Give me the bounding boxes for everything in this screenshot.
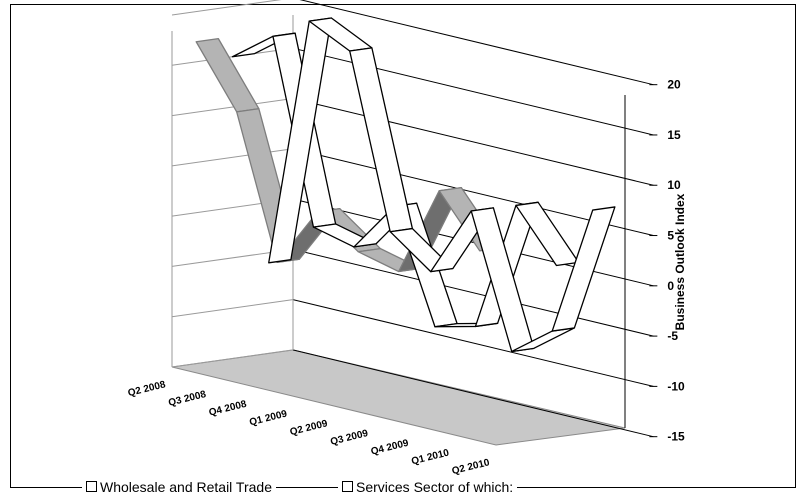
legend-label-services: Services Sector of which: xyxy=(356,479,514,495)
gridline xyxy=(292,299,654,387)
legend-item-services: Services Sector of which: xyxy=(338,478,518,496)
y-tick-label: -15 xyxy=(667,430,685,444)
x-tick-label: Q4 2008 xyxy=(208,399,248,419)
side-gridline xyxy=(171,97,293,117)
legend-item-wholesale: Wholesale and Retail Trade xyxy=(82,478,276,496)
legend: Wholesale and Retail Trade Services Sect… xyxy=(0,478,804,496)
ribbon-segment xyxy=(349,47,414,233)
ribbon-segment xyxy=(551,206,616,332)
x-tick-label: Q4 2009 xyxy=(370,438,410,458)
x-tick-label: Q3 2008 xyxy=(167,389,207,409)
y-tick-label: 20 xyxy=(667,78,681,92)
side-gridline xyxy=(171,0,282,16)
y-tick-label: -5 xyxy=(667,329,678,343)
series-ribbon xyxy=(268,17,616,353)
legend-label-wholesale: Wholesale and Retail Trade xyxy=(100,479,272,495)
x-tick-label: Q2 2008 xyxy=(127,379,167,399)
side-gridline xyxy=(171,299,293,318)
y-tick-label: 15 xyxy=(667,128,681,142)
gridline xyxy=(292,349,654,438)
chart-floor xyxy=(171,349,626,446)
gridline xyxy=(292,47,654,136)
y-tick-label: 5 xyxy=(667,229,674,243)
gridline xyxy=(292,248,654,337)
x-tick-label: Q1 2009 xyxy=(248,408,288,428)
x-tick-label: Q3 2009 xyxy=(329,428,369,448)
x-tick-label: Q2 2009 xyxy=(289,418,329,438)
y-axis-title: Business Outlook Index xyxy=(673,193,687,330)
legend-swatch-services xyxy=(342,481,353,492)
x-tick-label: Q1 2010 xyxy=(410,447,450,467)
gridline xyxy=(299,0,654,86)
x-tick-label: Q2 2010 xyxy=(451,457,491,477)
legend-swatch-wholesale xyxy=(86,481,97,492)
y-tick-label: 0 xyxy=(667,279,674,293)
y-tick-label: 10 xyxy=(667,178,681,192)
side-gridline xyxy=(171,349,293,368)
side-gridline xyxy=(171,148,293,167)
y-tick-label: -10 xyxy=(667,379,685,393)
gridline xyxy=(292,97,654,186)
